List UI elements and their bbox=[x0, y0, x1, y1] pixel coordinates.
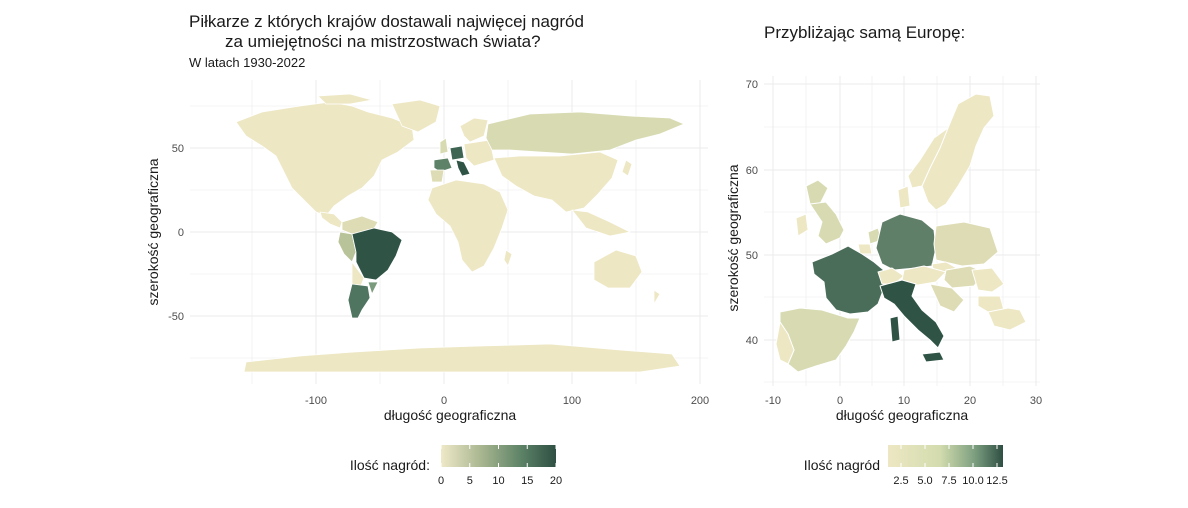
legend-tick: 10.0 bbox=[962, 475, 983, 487]
y-tick: 50 bbox=[172, 143, 184, 155]
europe-legend-bar bbox=[888, 445, 1003, 467]
y-tick: 40 bbox=[746, 335, 758, 347]
country-uk bbox=[809, 201, 845, 245]
country-eastern-europe bbox=[463, 139, 495, 167]
country-uk bbox=[439, 137, 449, 155]
x-tick: 0 bbox=[441, 395, 447, 407]
x-tick: 10 bbox=[898, 395, 910, 407]
country-belgium bbox=[857, 243, 873, 255]
x-tick: -100 bbox=[305, 395, 327, 407]
legend-tick: 15 bbox=[521, 475, 533, 487]
europe-legend-title: Ilość nagród bbox=[804, 457, 880, 473]
country-denmark bbox=[897, 185, 911, 209]
country-scandinavia bbox=[459, 117, 489, 143]
legend-tick: 20 bbox=[550, 475, 562, 487]
world-legend-title: Ilość nagród: bbox=[350, 457, 430, 473]
left-subtitle: W latach 1930-2022 bbox=[189, 55, 306, 70]
country-sardinia bbox=[889, 315, 901, 343]
europe-y-ticks: 70 60 50 40 bbox=[746, 79, 758, 347]
legend-tick: 0 bbox=[438, 475, 444, 487]
country-canada-islands bbox=[317, 93, 373, 105]
country-scotland bbox=[805, 179, 829, 205]
country-italy bbox=[879, 279, 945, 349]
legend-tick: 5 bbox=[467, 475, 473, 487]
x-tick: 20 bbox=[964, 395, 976, 407]
country-france bbox=[811, 245, 887, 315]
left-title-line1: Piłkarze z których krajów dostawali najw… bbox=[189, 12, 584, 31]
europe-x-ticks: -10 0 10 20 30 bbox=[765, 395, 1042, 407]
x-tick: 100 bbox=[563, 395, 581, 407]
country-japan bbox=[621, 159, 633, 177]
country-germany bbox=[875, 213, 937, 271]
legend-tick: 7.5 bbox=[941, 475, 956, 487]
country-new-zealand bbox=[653, 289, 661, 305]
country-portugal bbox=[775, 321, 795, 365]
country-poland bbox=[933, 221, 999, 267]
country-romania bbox=[971, 267, 1005, 293]
x-tick: 0 bbox=[837, 395, 843, 407]
country-argentina bbox=[347, 283, 371, 319]
europe-legend-ticks bbox=[900, 445, 998, 467]
europe-title: Przybliżając samą Europę: bbox=[764, 23, 965, 42]
y-tick: 60 bbox=[746, 165, 758, 177]
country-norway bbox=[907, 127, 949, 189]
country-madagascar bbox=[503, 249, 513, 267]
country-spain bbox=[779, 307, 861, 373]
country-russia bbox=[485, 111, 685, 155]
world-legend-labels: 0 5 10 15 20 bbox=[438, 475, 562, 487]
country-greenland bbox=[391, 99, 441, 133]
legend-tick: 12.5 bbox=[986, 475, 1007, 487]
x-tick: -10 bbox=[765, 395, 781, 407]
world-legend-ticks bbox=[440, 445, 557, 467]
country-germany-nl bbox=[449, 145, 465, 161]
left-title-line2: za umiejętności na mistrzostwach świata? bbox=[225, 32, 541, 51]
world-map bbox=[235, 93, 685, 373]
europe-x-axis-title: długość geograficzna bbox=[836, 407, 969, 423]
country-africa bbox=[427, 179, 509, 273]
country-greece bbox=[987, 307, 1027, 331]
x-tick: 200 bbox=[691, 395, 709, 407]
country-antarctica bbox=[243, 343, 681, 373]
country-yugoslavia bbox=[929, 283, 965, 313]
y-tick: 0 bbox=[178, 227, 184, 239]
country-ireland bbox=[795, 213, 809, 237]
country-brazil bbox=[351, 227, 403, 281]
y-tick: -50 bbox=[168, 311, 184, 323]
country-australia bbox=[593, 249, 643, 289]
world-y-axis-title: szerokość geograficzna bbox=[145, 158, 161, 305]
country-asia bbox=[493, 151, 619, 213]
europe-y-axis-title: szerokość geograficzna bbox=[725, 164, 741, 311]
country-switzerland bbox=[877, 267, 905, 285]
legend-tick: 10 bbox=[492, 475, 504, 487]
country-se-asia bbox=[571, 209, 631, 237]
x-tick: 30 bbox=[1030, 395, 1042, 407]
world-y-ticks: 50 0 -50 bbox=[168, 143, 184, 323]
y-tick: 50 bbox=[746, 250, 758, 262]
country-iberia bbox=[429, 169, 445, 183]
country-north-america bbox=[235, 101, 415, 217]
country-central-america bbox=[319, 211, 343, 229]
country-uruguay bbox=[367, 281, 379, 295]
legend-tick: 5.0 bbox=[917, 475, 932, 487]
country-sicily bbox=[921, 351, 945, 363]
country-france bbox=[433, 157, 453, 173]
legend-tick: 2.5 bbox=[893, 475, 908, 487]
europe-legend-labels: 2.5 5.0 7.5 10.0 12.5 bbox=[893, 475, 1007, 487]
europe-map bbox=[775, 93, 1027, 373]
world-x-ticks: -100 0 100 200 bbox=[305, 395, 709, 407]
world-legend-bar bbox=[441, 445, 556, 467]
country-italy bbox=[455, 159, 471, 177]
y-tick: 70 bbox=[746, 79, 758, 91]
world-x-axis-title: długość geograficzna bbox=[384, 407, 517, 423]
